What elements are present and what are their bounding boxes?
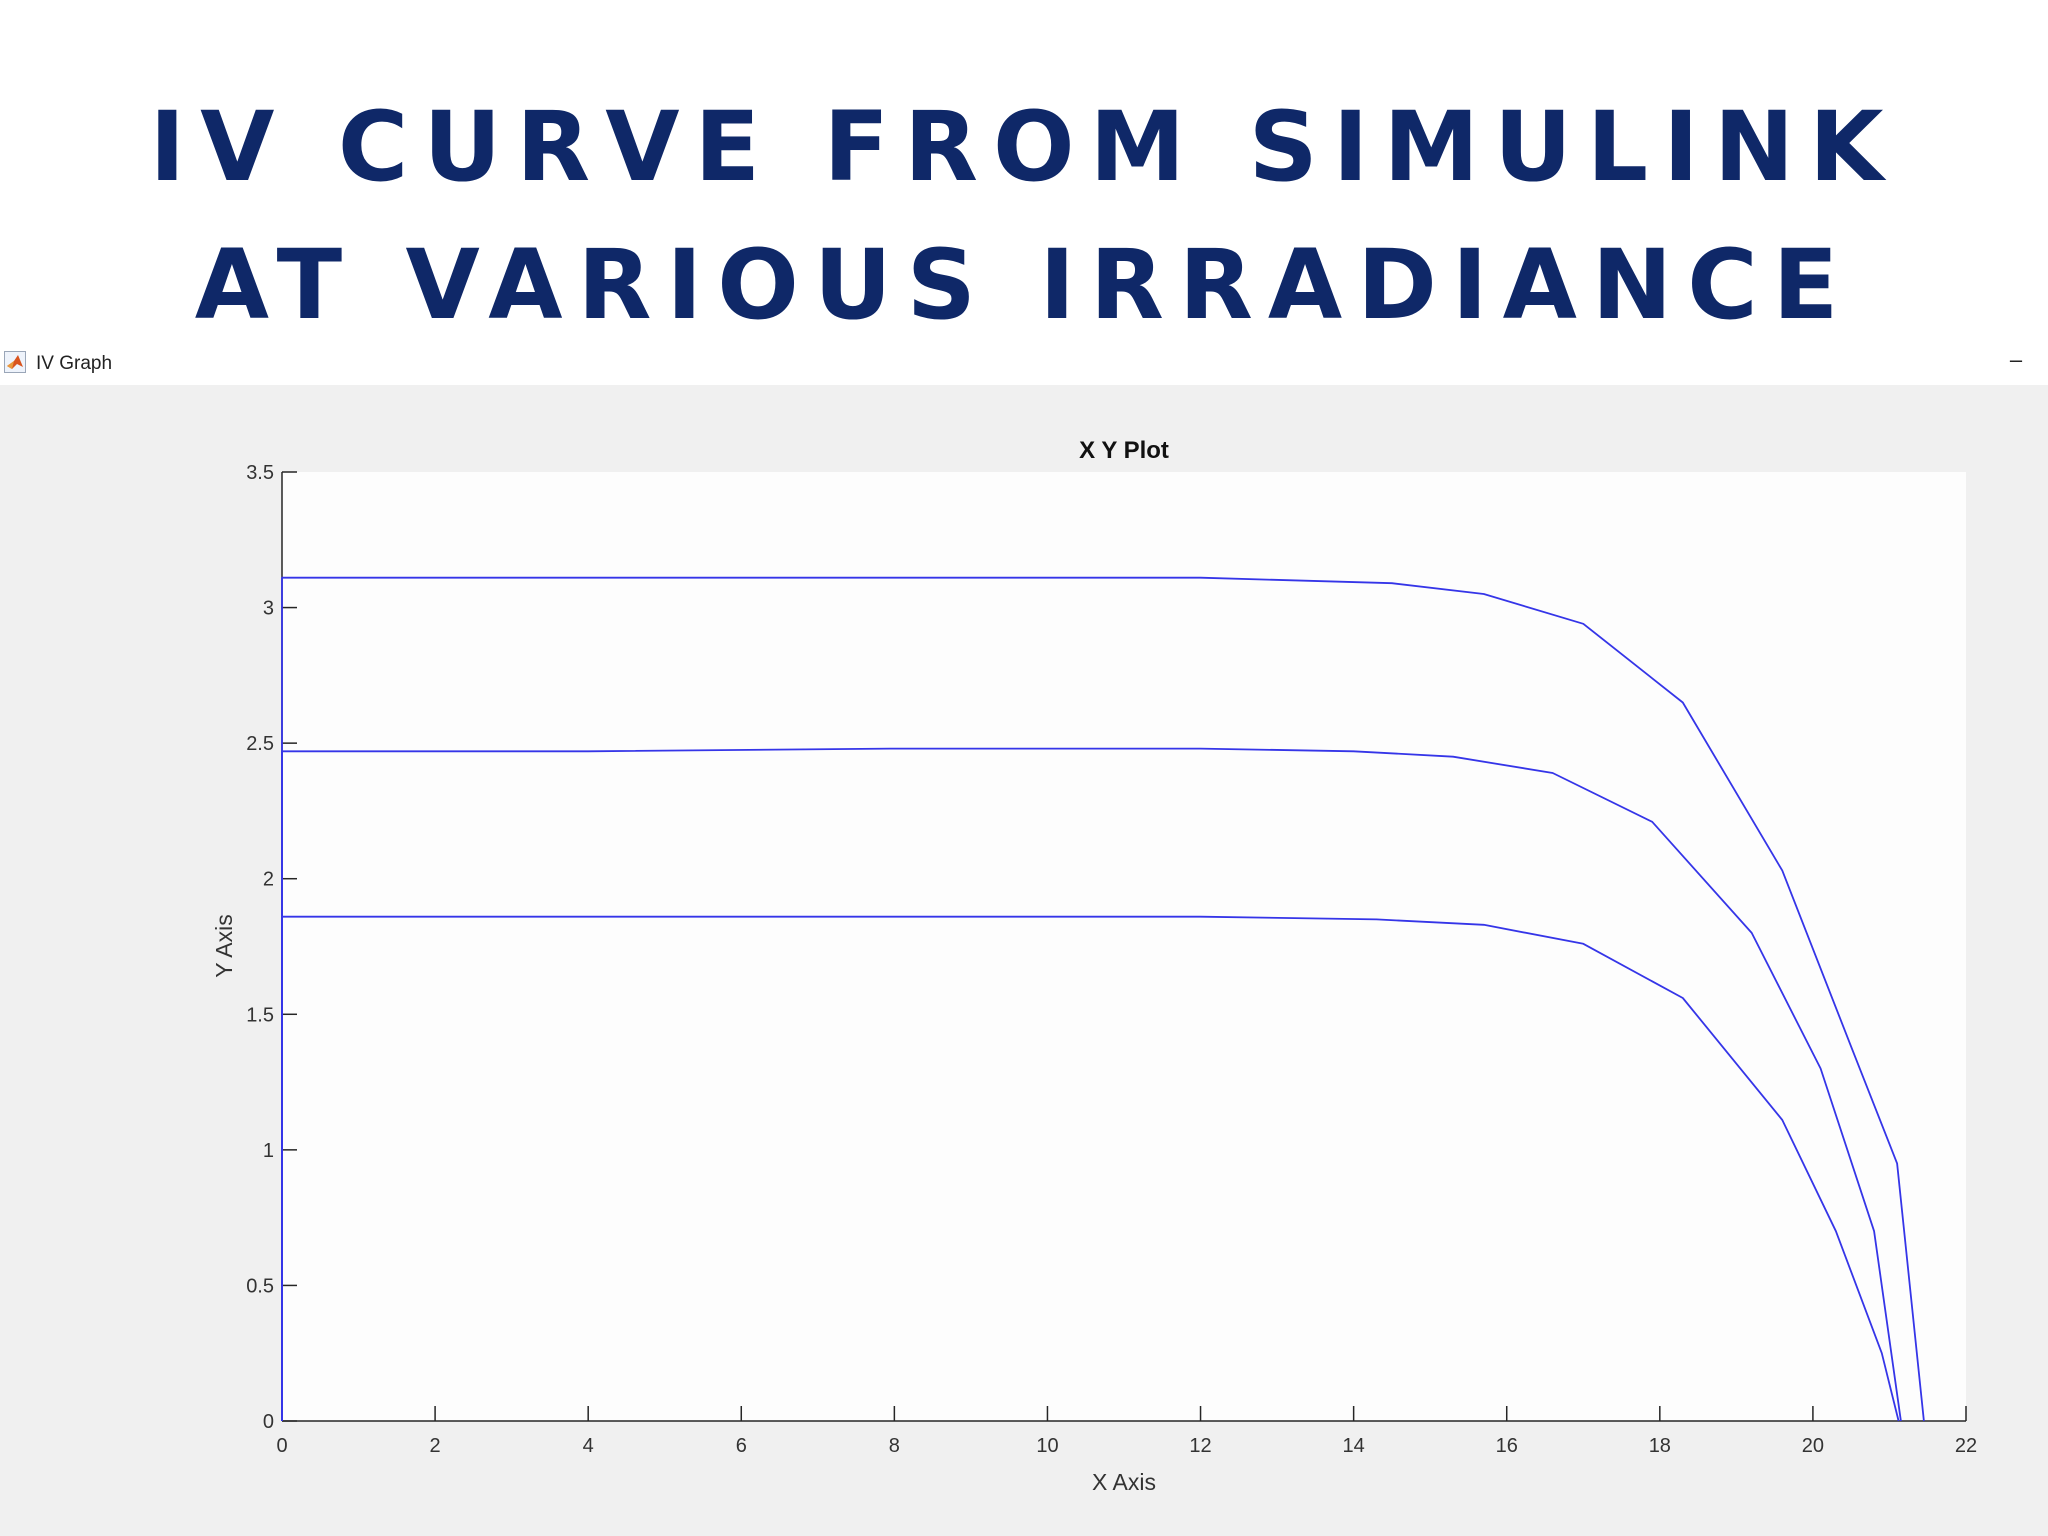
x-tick-label: 4: [583, 1435, 594, 1457]
chart-title: X Y Plot: [1079, 437, 1169, 464]
x-tick-label: 16: [1496, 1435, 1518, 1457]
plot-background: [282, 472, 1966, 1421]
x-tick-label: 14: [1343, 1435, 1365, 1457]
x-tick-label: 18: [1649, 1435, 1671, 1457]
window-title: IV Graph: [36, 353, 113, 374]
iv-curve-series-1: [281, 576, 1925, 1422]
x-tick-label: 22: [1955, 1435, 1977, 1457]
iv-curve-series-2: [281, 747, 1902, 1422]
x-tick-label: 12: [1189, 1435, 1211, 1457]
slide-title: IV CURVE FROM SIMULINK AT VARIOUS IRRADI…: [0, 78, 2048, 354]
y-tick-label: 3: [263, 598, 274, 620]
x-tick-label: 8: [889, 1435, 900, 1457]
y-tick-label: 1: [263, 1140, 274, 1162]
title-line-2: AT VARIOUS IRRADIANCE: [194, 229, 1854, 341]
minimize-button[interactable]: –: [2009, 347, 2023, 372]
figure-area: X Y Plot X Axis Y Axis 0 2 4 6 8 10 12 14 16 18 20…: [0, 385, 2048, 1536]
x-tick-label: 0: [276, 1435, 287, 1457]
x-tick-label: 20: [1802, 1435, 1824, 1457]
y-tick-label: 2.5: [246, 733, 274, 755]
x-axis-label: X Axis: [1092, 1469, 1156, 1495]
y-tick-label: 0.5: [246, 1275, 274, 1297]
y-tick-label: 1.5: [246, 1004, 274, 1026]
y-tick-label: 2: [263, 869, 274, 891]
figure-window-titlebar: IV Graph –: [0, 345, 2048, 385]
title-line-1: IV CURVE FROM SIMULINK: [149, 91, 1899, 203]
x-tick-label: 2: [430, 1435, 441, 1457]
iv-curve-series-3: [281, 915, 1900, 1422]
y-tick-label: 0: [263, 1411, 274, 1433]
x-tick-label: 6: [736, 1435, 747, 1457]
y-axis-label: Y Axis: [211, 914, 237, 978]
matlab-icon: [4, 351, 26, 373]
y-tick-label: 3.5: [246, 462, 274, 484]
x-tick-label: 10: [1036, 1435, 1058, 1457]
xy-plot: X Y Plot X Axis Y Axis 0 2 4 6 8 10 12 14 16 18 20…: [211, 437, 1977, 1495]
